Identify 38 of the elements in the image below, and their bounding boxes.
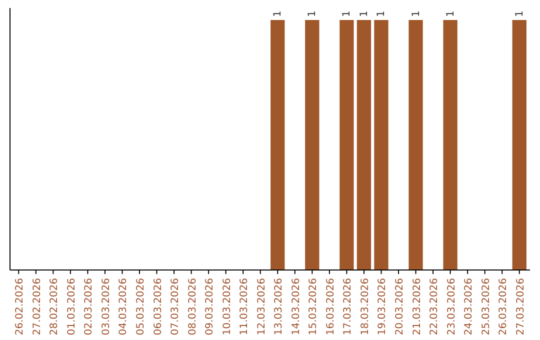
x-tick-label: 23.03.2026 <box>446 278 458 336</box>
x-tick-label: 18.03.2026 <box>360 278 371 336</box>
x-tick-label: 13.03.2026 <box>274 278 285 336</box>
x-tick-label: 21.03.2026 <box>412 278 423 336</box>
x-tick-label: 02.03.2026 <box>84 278 95 336</box>
data-label: 1 <box>410 10 422 17</box>
x-tick-label: 27.03.2026 <box>515 278 526 336</box>
x-tick-label: 08.03.2026 <box>187 278 198 336</box>
x-tick-label: 27.02.2026 <box>32 278 43 336</box>
x-tick-label: 26.03.2026 <box>498 278 510 336</box>
x-tick-label: 01.03.2026 <box>66 278 78 336</box>
x-tick-label: 10.03.2026 <box>222 278 233 336</box>
x-tick-label: 11.03.2026 <box>239 278 250 336</box>
x-tick-label: 16.03.2026 <box>325 278 336 336</box>
data-label: 1 <box>272 10 284 17</box>
data-label: 1 <box>514 10 526 17</box>
x-tick-label: 03.03.2026 <box>100 278 112 336</box>
x-tick-label: 14.03.2026 <box>290 278 302 336</box>
x-tick-label: 28.02.2026 <box>49 278 60 336</box>
data-label: 1 <box>358 10 370 17</box>
x-tick-label: 19.03.2026 <box>377 278 388 336</box>
x-tick-label: 25.03.2026 <box>480 278 492 336</box>
x-tick-label: 24.03.2026 <box>464 278 475 336</box>
x-tick-label: 17.03.2026 <box>342 278 354 336</box>
x-tick-label: 12.03.2026 <box>256 278 268 336</box>
data-label: 1 <box>342 10 353 17</box>
x-tick-label: 07.03.2026 <box>170 278 182 336</box>
x-tick-label: 20.03.2026 <box>394 278 406 336</box>
x-tick-label: 04.03.2026 <box>118 278 130 336</box>
x-tick-label: 09.03.2026 <box>204 278 216 336</box>
data-label: 1 <box>376 10 388 17</box>
data-label: 1 <box>445 10 456 17</box>
x-tick-label: 06.03.2026 <box>152 278 164 336</box>
x-tick-label: 22.03.2026 <box>429 278 440 336</box>
x-tick-label: 05.03.2026 <box>136 278 146 336</box>
data-label: 1 <box>307 10 318 17</box>
x-tick-label: 15.03.2026 <box>308 278 320 336</box>
x-tick-label: 26.02.2026 <box>14 278 26 336</box>
